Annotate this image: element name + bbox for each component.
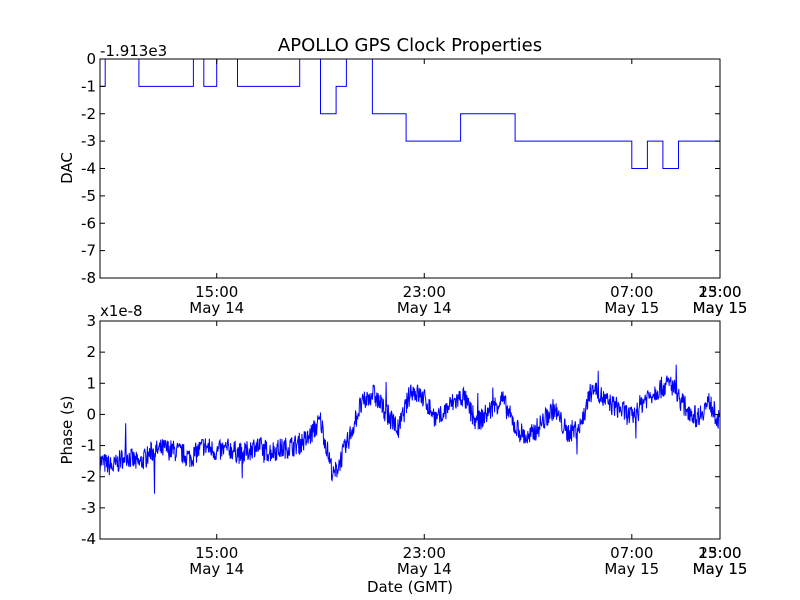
dac-ytick-label: -5 bbox=[81, 187, 96, 205]
dac-ytick-label: -6 bbox=[81, 214, 96, 232]
phase-offset-text: x1e-8 bbox=[100, 302, 143, 320]
dac-ylabel: DAC bbox=[58, 152, 76, 184]
phase-ytick-label: -4 bbox=[81, 530, 96, 548]
dac-xtick-date: May 14 bbox=[397, 299, 452, 317]
dac-axes-frame bbox=[99, 58, 721, 279]
dac-plot-area bbox=[100, 59, 720, 169]
dac-ytick-label: 0 bbox=[86, 50, 96, 68]
dac-xtick-date: May 15 bbox=[604, 299, 659, 317]
phase-ytick-label: 1 bbox=[86, 374, 96, 392]
phase-xtick-date: May 14 bbox=[189, 560, 244, 578]
dac-ytick-label: -3 bbox=[81, 132, 96, 150]
phase-plot-area bbox=[100, 364, 720, 494]
phase-ytick-label: 3 bbox=[86, 312, 96, 330]
dac-xtick-time: 07:00 bbox=[610, 283, 653, 301]
phase-y-ticks: 3 2 1 0 -1 -2 -3 -4 bbox=[81, 312, 720, 548]
phase-series-line bbox=[100, 364, 720, 494]
phase-xtick-date: May 15 bbox=[693, 560, 748, 578]
dac-ytick-label: -1 bbox=[81, 77, 96, 95]
dac-xtick-time: 15:00 bbox=[698, 283, 741, 301]
phase-ytick-label: -3 bbox=[81, 499, 96, 517]
dac-xtick-time: 23:00 bbox=[698, 283, 741, 301]
phase-xtick-time: 07:00 bbox=[610, 544, 653, 562]
phase-ytick-label: 0 bbox=[86, 405, 96, 423]
phase-xtick-time: 23:00 bbox=[403, 544, 446, 562]
dac-ytick-label: -4 bbox=[81, 160, 96, 178]
phase-xtick-time: 15:00 bbox=[698, 544, 741, 562]
dac-xtick-date: May 14 bbox=[189, 299, 244, 317]
phase-xtick-date: May 15 bbox=[693, 560, 748, 578]
dac-ytick-label: -8 bbox=[81, 269, 96, 287]
dac-xtick-time: 23:00 bbox=[403, 283, 446, 301]
phase-ytick-label: -2 bbox=[81, 468, 96, 486]
dac-xtick-time: 15:00 bbox=[195, 283, 238, 301]
dac-ytick-label: -7 bbox=[81, 242, 96, 260]
dac-ytick-label: -2 bbox=[81, 105, 96, 123]
phase-xtick-date: May 14 bbox=[397, 560, 452, 578]
dac-y-ticks: 0 -1 -2 -3 -4 -5 -6 -7 -8 bbox=[81, 50, 720, 287]
dac-offset-text: -1.913e3 bbox=[100, 42, 167, 60]
phase-ylabel: Phase (s) bbox=[58, 395, 76, 464]
phase-ytick-label: -1 bbox=[81, 437, 96, 455]
dac-xtick-date: May 15 bbox=[693, 299, 748, 317]
phase-axes-frame bbox=[99, 320, 721, 540]
dac-panel: -1.913e3 DAC 0-1-2-3-4-5-6-7-8 15:00May … bbox=[58, 42, 747, 317]
dac-series-line bbox=[100, 59, 720, 169]
phase-ytick-label: 2 bbox=[86, 343, 96, 361]
phase-xtick-date: May 15 bbox=[604, 560, 659, 578]
phase-xtick-time: 15:00 bbox=[195, 544, 238, 562]
phase-xlabel: Date (GMT) bbox=[367, 578, 453, 596]
dac-xtick-date: May 15 bbox=[693, 299, 748, 317]
chart-title: APOLLO GPS Clock Properties bbox=[278, 35, 542, 56]
phase-xtick-time: 23:00 bbox=[698, 544, 741, 562]
